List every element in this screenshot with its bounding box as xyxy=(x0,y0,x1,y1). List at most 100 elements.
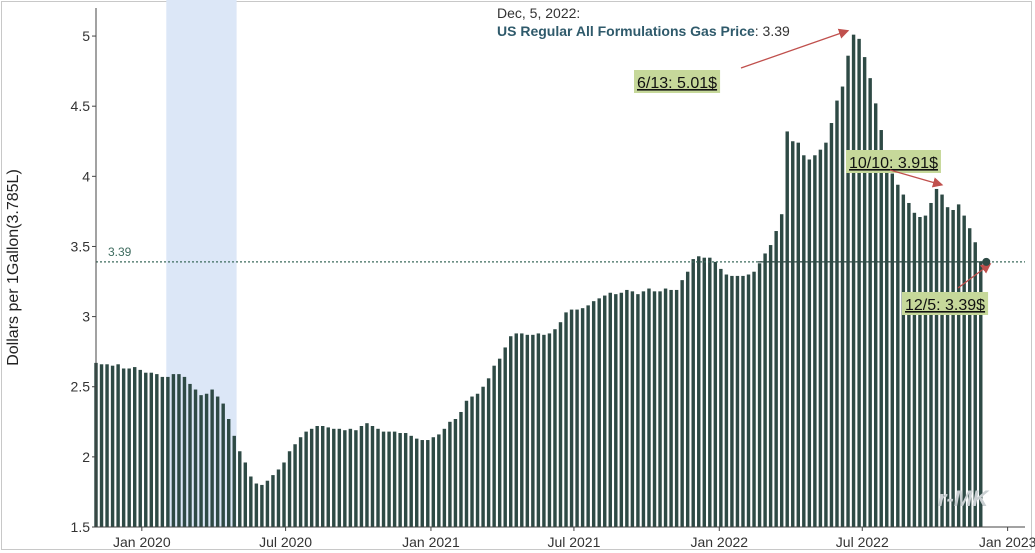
price-bar xyxy=(99,364,104,527)
price-bar xyxy=(254,483,259,527)
price-bar xyxy=(276,469,281,527)
price-bar xyxy=(663,288,668,527)
price-bar xyxy=(442,428,447,527)
price-bar xyxy=(398,433,402,527)
price-bar xyxy=(464,400,469,527)
price-bar xyxy=(542,334,546,527)
price-bar xyxy=(829,123,834,528)
price-bar xyxy=(177,374,181,527)
annotation-box xyxy=(846,150,941,173)
price-bar xyxy=(486,378,491,527)
header-series-line: US Regular All Formulations Gas Price: 3… xyxy=(497,23,790,39)
price-bar xyxy=(934,188,939,527)
price-bar xyxy=(392,431,397,527)
price-bar xyxy=(901,194,906,528)
price-bar xyxy=(641,291,646,527)
price-bar xyxy=(503,347,507,527)
price-bar xyxy=(403,433,408,527)
price-bar xyxy=(940,194,944,528)
price-bar xyxy=(459,411,463,527)
reference-line: 3.39 xyxy=(96,245,1025,263)
price-bar xyxy=(315,426,319,527)
price-bar xyxy=(674,289,679,527)
watermark: r-MK xyxy=(938,486,990,511)
price-bar xyxy=(265,480,270,527)
price-bar xyxy=(365,423,369,527)
price-bar xyxy=(238,451,242,527)
price-bar xyxy=(586,305,590,527)
price-bar xyxy=(636,294,640,527)
y-tick-label: 3.5 xyxy=(71,238,91,254)
x-tick-label: Jan 2022 xyxy=(690,534,748,550)
price-bar xyxy=(923,215,928,527)
price-bar xyxy=(381,431,386,527)
price-bar xyxy=(215,396,220,527)
price-bar xyxy=(973,242,977,528)
annotation-label: 10/10: 3.91$ xyxy=(849,155,938,172)
price-bar xyxy=(431,437,436,527)
price-bar xyxy=(608,292,612,527)
price-bar xyxy=(862,57,867,527)
price-bar xyxy=(591,301,596,527)
price-bar xyxy=(332,428,336,527)
price-bar xyxy=(293,444,297,527)
price-bar xyxy=(182,376,187,527)
price-bar xyxy=(697,256,701,527)
price-bar xyxy=(719,268,723,527)
price-bar xyxy=(210,389,214,527)
price-bar xyxy=(127,368,131,527)
price-bar xyxy=(580,308,585,527)
price-bar xyxy=(835,100,839,528)
price-bar xyxy=(149,372,154,527)
price-bar xyxy=(979,261,983,527)
price-bar xyxy=(359,426,364,527)
price-bar xyxy=(818,149,823,527)
price-bar xyxy=(160,376,165,527)
price-bar xyxy=(370,426,375,527)
price-bar xyxy=(453,418,458,527)
y-tick-label: 4 xyxy=(82,168,90,184)
annotations: 6/13: 5.01$ 10/10: 3.91$ 12/5: 3.39$ xyxy=(634,28,992,315)
price-bar xyxy=(785,131,789,527)
price-bar xyxy=(509,336,513,527)
price-bar xyxy=(824,142,828,527)
price-bar xyxy=(956,204,961,528)
price-bar xyxy=(155,374,159,527)
price-bar xyxy=(497,358,502,527)
price-bar xyxy=(536,333,541,527)
price-bar xyxy=(603,295,607,527)
price-bar xyxy=(724,274,729,527)
price-bar xyxy=(110,365,115,527)
price-bar xyxy=(221,403,225,527)
price-bar xyxy=(597,298,601,527)
price-bar xyxy=(802,155,806,527)
reference-line-label: 3.39 xyxy=(108,245,132,259)
price-bar xyxy=(144,372,148,527)
price-bar xyxy=(896,184,900,527)
x-tick-label: Jul 2022 xyxy=(836,534,889,550)
annotation-box xyxy=(902,292,989,315)
price-bar xyxy=(166,376,170,527)
price-bar xyxy=(685,271,690,527)
price-bar xyxy=(132,367,137,527)
price-bar xyxy=(271,475,275,527)
annotation-box xyxy=(634,70,721,93)
price-bar xyxy=(912,212,917,527)
price-bar xyxy=(232,435,236,527)
annotation-arrow xyxy=(889,169,944,188)
price-bar xyxy=(840,86,845,527)
price-bar xyxy=(851,34,856,527)
price-bar xyxy=(354,430,358,527)
price-bar xyxy=(951,209,955,527)
price-bar xyxy=(193,389,198,527)
price-bar xyxy=(796,142,800,527)
price-bar xyxy=(625,289,629,527)
price-bar xyxy=(652,291,657,527)
price-bar xyxy=(105,364,109,527)
price-bar xyxy=(691,259,695,527)
header-series-name: US Regular All Formulations Gas Price xyxy=(497,23,755,39)
price-bar xyxy=(343,430,347,527)
price-bar xyxy=(630,291,635,527)
price-bar xyxy=(376,428,380,527)
